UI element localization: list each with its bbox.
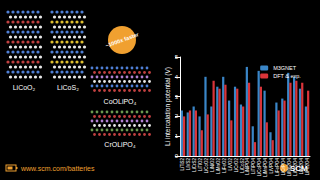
svg-text:LiVS2: LiVS2 <box>186 158 191 171</box>
svg-text:2: 2 <box>175 113 179 119</box>
svg-text:LiCoO₂: LiCoO₂ <box>13 84 36 91</box>
svg-text:LiNiPO4: LiNiPO4 <box>245 158 250 175</box>
svg-text:LiVPO4: LiVPO4 <box>269 158 274 174</box>
svg-text:LiTiO2: LiTiO2 <box>198 158 203 172</box>
svg-text:LiNiO2: LiNiO2 <box>210 158 215 172</box>
svg-text:5: 5 <box>175 54 179 60</box>
svg-text:4: 4 <box>175 74 179 80</box>
svg-text:LiVO2: LiVO2 <box>228 158 233 171</box>
svg-text:LiCrS2: LiCrS2 <box>192 158 197 172</box>
svg-text:LiCrPO4: LiCrPO4 <box>281 158 286 176</box>
svg-text:LiCoS2: LiCoS2 <box>240 158 245 173</box>
svg-text:LiCrO2: LiCrO2 <box>234 158 239 173</box>
svg-text:CoOLiPO₄: CoOLiPO₄ <box>104 98 137 105</box>
svg-text:LiFeO2: LiFeO2 <box>222 158 227 173</box>
svg-text:DFT & exp.: DFT & exp. <box>273 73 301 79</box>
svg-text:LiCoO2: LiCoO2 <box>204 158 209 174</box>
svg-text:LiTiS2: LiTiS2 <box>180 158 185 171</box>
svg-text:LiCoS₂: LiCoS₂ <box>57 84 79 91</box>
svg-text:LiFePO4: LiFePO4 <box>275 158 280 176</box>
svg-text:LiTiPO4: LiTiPO4 <box>251 158 256 175</box>
svg-text:LiFe2O4: LiFe2O4 <box>305 158 310 176</box>
svg-text:LiCoPO4: LiCoPO4 <box>257 158 262 177</box>
svg-text:www.scm.com/batteries: www.scm.com/batteries <box>20 165 95 172</box>
svg-text:CrOLiPO₄: CrOLiPO₄ <box>104 141 135 148</box>
svg-text:LiMnPO4: LiMnPO4 <box>263 158 268 177</box>
svg-text:LiMnO2: LiMnO2 <box>216 158 221 174</box>
svg-text:LiNi2O4: LiNi2O4 <box>299 158 304 175</box>
svg-text:LiCo2O4: LiCo2O4 <box>293 158 298 176</box>
svg-text:1: 1 <box>175 133 179 139</box>
svg-text:~1000x faster: ~1000x faster <box>105 31 141 49</box>
svg-text:M3GNET: M3GNET <box>273 65 297 71</box>
svg-text:3: 3 <box>175 94 179 100</box>
svg-text:Li intercalation potential (V): Li intercalation potential (V) <box>164 67 172 146</box>
svg-text:0: 0 <box>175 153 179 159</box>
svg-text:LiMn2O4: LiMn2O4 <box>287 158 292 177</box>
